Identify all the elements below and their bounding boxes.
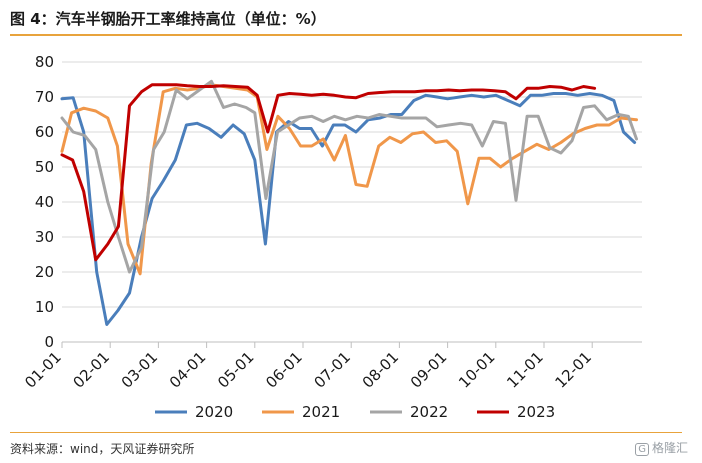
y-axis-ticks: 0 10 20 30 40 50 60 70 80 [35, 53, 54, 351]
y-tick-label: 30 [35, 228, 54, 246]
x-tick-label: 03-01 [118, 348, 162, 392]
legend-label-2023: 2023 [517, 403, 555, 421]
x-tick-label: 06-01 [262, 348, 306, 392]
x-tick-label: 01-01 [21, 348, 65, 392]
y-tick-label: 80 [35, 53, 54, 71]
series-line-2021 [60, 83, 638, 276]
line-chart: 0 10 20 30 40 50 60 70 80 01-01 02-01 03-01 04-01 05… [21, 53, 642, 421]
series-line-2022 [60, 79, 638, 274]
legend: 2020 2021 2022 2023 [155, 403, 555, 421]
y-tick-label: 70 [35, 88, 54, 106]
watermark-glyph: G [635, 443, 649, 456]
x-tick-label: 08-01 [359, 348, 403, 392]
source-note: 资料来源：wind，天风证券研究所 [10, 442, 195, 456]
y-tick-label: 60 [35, 123, 54, 141]
footer-divider [10, 432, 682, 433]
y-tick-label: 50 [35, 158, 54, 176]
x-tick-label: 11-01 [503, 348, 547, 392]
watermark-text: 格隆汇 [651, 441, 688, 455]
x-tick-label: 05-01 [214, 348, 258, 392]
series-line-2023 [60, 83, 597, 262]
x-tick-label: 02-01 [69, 348, 113, 392]
y-tick-label: 20 [35, 263, 54, 281]
x-tick-label: 10-01 [455, 348, 499, 392]
watermark-logo: G 格隆汇 [635, 439, 688, 456]
legend-label-2022: 2022 [410, 403, 448, 421]
legend-label-2020: 2020 [195, 403, 233, 421]
y-tick-label: 10 [35, 298, 54, 316]
x-tick-label: 07-01 [310, 348, 354, 392]
x-tick-label: 12-01 [551, 348, 595, 392]
x-axis: 01-01 02-01 03-01 04-01 05-01 06-01 07-01 08-01… [21, 341, 642, 392]
title-divider [10, 34, 682, 36]
series-line-2020 [60, 92, 637, 326]
y-tick-label: 40 [35, 193, 54, 211]
chart-title: 图 4：汽车半钢胎开工率维持高位（单位：%） [10, 10, 326, 28]
x-tick-label: 04-01 [166, 348, 210, 392]
series-lines [60, 79, 638, 326]
y-tick-label: 0 [44, 333, 54, 351]
x-tick-label: 09-01 [407, 348, 451, 392]
legend-label-2021: 2021 [302, 403, 340, 421]
